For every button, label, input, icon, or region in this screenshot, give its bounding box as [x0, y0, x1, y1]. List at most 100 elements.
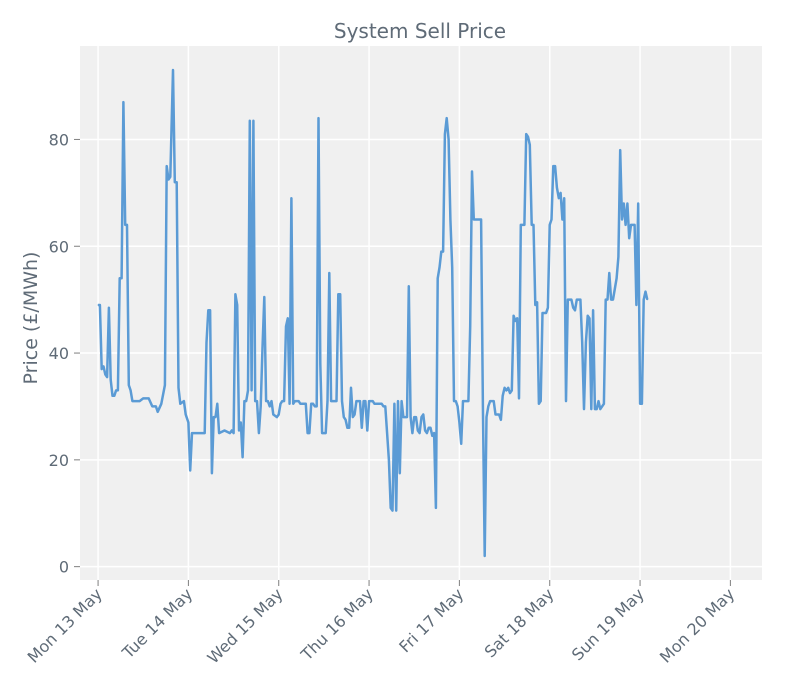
data-point [621, 218, 623, 221]
data-point [583, 408, 585, 410]
data-point [148, 397, 150, 399]
data-point [556, 186, 558, 189]
data-point [183, 400, 185, 402]
data-point [343, 416, 345, 418]
data-point [610, 299, 612, 301]
data-point [603, 403, 605, 405]
data-point [606, 299, 609, 301]
data-point [574, 309, 576, 311]
data-point [446, 117, 448, 119]
data-point [386, 432, 388, 434]
data-point [522, 224, 524, 226]
data-point [372, 400, 374, 402]
data-point [630, 224, 632, 226]
data-point [223, 429, 226, 432]
data-point [276, 416, 278, 418]
y-tick-label: 40 [49, 344, 69, 363]
data-point [189, 469, 191, 472]
data-point [460, 443, 462, 445]
y-tick-label: 0 [59, 558, 69, 577]
data-point [419, 432, 421, 434]
data-point [185, 413, 187, 416]
data-point [177, 387, 180, 389]
data-point [462, 400, 464, 402]
data-point [644, 291, 647, 293]
data-point [196, 432, 198, 434]
data-point [135, 400, 137, 402]
data-point [579, 299, 582, 301]
data-point [202, 432, 204, 434]
data-point [319, 363, 321, 365]
data-point [646, 299, 648, 301]
data-point [238, 429, 240, 432]
data-point [500, 419, 502, 421]
data-point [310, 403, 312, 405]
data-point [538, 403, 540, 405]
data-point [121, 277, 123, 279]
data-point [514, 320, 517, 322]
data-point [401, 400, 403, 402]
data-point [151, 405, 153, 407]
data-point [485, 416, 488, 418]
data-point [345, 419, 347, 421]
data-point [471, 170, 473, 173]
data-point [547, 307, 549, 309]
data-point [354, 413, 356, 416]
data-point [449, 218, 451, 221]
data-point [540, 400, 542, 402]
data-point [455, 400, 457, 402]
data-point [126, 224, 128, 226]
data-point [142, 397, 144, 399]
data-point [475, 218, 477, 221]
data-point [242, 456, 244, 458]
data-point [364, 400, 366, 402]
data-point [166, 165, 168, 167]
data-point [473, 218, 475, 221]
data-point [110, 379, 112, 381]
data-point [204, 432, 206, 434]
data-point [513, 315, 515, 317]
plot-area [80, 46, 762, 580]
data-point [453, 400, 455, 402]
data-point [597, 400, 600, 402]
data-point [160, 403, 162, 405]
data-point [179, 403, 181, 405]
data-point [588, 317, 591, 319]
y-tick-label: 20 [49, 451, 69, 470]
series-line-system-sell-price [98, 68, 649, 558]
data-point [155, 405, 157, 407]
data-point [534, 304, 536, 306]
data-point [505, 389, 507, 391]
data-point [478, 218, 480, 221]
data-point [290, 197, 292, 199]
data-point [294, 400, 296, 402]
data-point [493, 400, 495, 402]
data-point [359, 400, 361, 402]
data-point [437, 277, 439, 279]
data-point [617, 256, 620, 258]
data-point [355, 400, 357, 402]
data-point [308, 432, 310, 434]
data-point [211, 472, 213, 474]
data-point [552, 165, 554, 167]
grid [80, 46, 762, 580]
y-tick-label: 60 [49, 237, 69, 256]
data-point [139, 400, 141, 402]
data-point [316, 405, 318, 407]
data-point [233, 432, 235, 434]
data-point [410, 416, 412, 418]
data-point [527, 136, 529, 138]
data-point [397, 400, 399, 402]
data-point [115, 389, 117, 391]
data-point [326, 400, 329, 402]
data-point [623, 202, 625, 205]
data-point [507, 387, 509, 389]
data-point [113, 395, 115, 397]
data-point [550, 218, 553, 221]
data-point [464, 400, 466, 402]
data-point [596, 408, 598, 410]
data-point [438, 267, 441, 269]
data-point [415, 416, 417, 418]
data-point [404, 416, 406, 418]
